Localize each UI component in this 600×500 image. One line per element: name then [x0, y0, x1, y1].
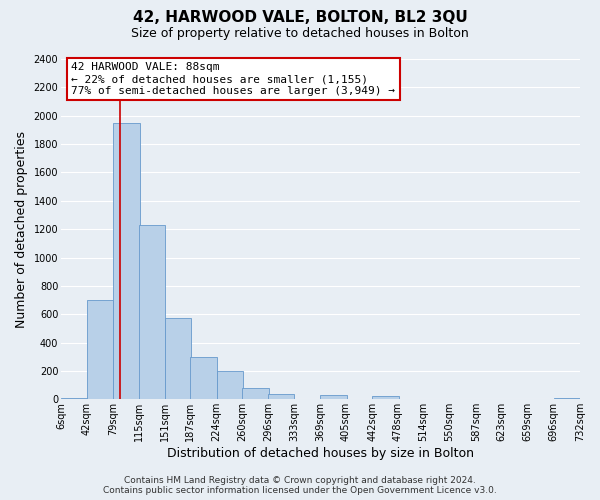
- Text: 42 HARWOOD VALE: 88sqm
← 22% of detached houses are smaller (1,155)
77% of semi-: 42 HARWOOD VALE: 88sqm ← 22% of detached…: [71, 62, 395, 96]
- Y-axis label: Number of detached properties: Number of detached properties: [15, 130, 28, 328]
- Bar: [139, 225, 165, 400]
- Bar: [164, 318, 191, 400]
- Text: 42, HARWOOD VALE, BOLTON, BL2 3QU: 42, HARWOOD VALE, BOLTON, BL2 3QU: [133, 10, 467, 25]
- Bar: [190, 357, 217, 400]
- X-axis label: Distribution of detached houses by size in Bolton: Distribution of detached houses by size …: [167, 447, 474, 460]
- Bar: [242, 388, 269, 400]
- Bar: [372, 396, 399, 400]
- Bar: [217, 371, 243, 400]
- Bar: [87, 300, 113, 400]
- Bar: [554, 398, 580, 400]
- Bar: [61, 398, 88, 400]
- Text: Contains HM Land Registry data © Crown copyright and database right 2024.
Contai: Contains HM Land Registry data © Crown c…: [103, 476, 497, 495]
- Bar: [320, 395, 347, 400]
- Bar: [113, 123, 140, 400]
- Text: Size of property relative to detached houses in Bolton: Size of property relative to detached ho…: [131, 28, 469, 40]
- Bar: [268, 394, 295, 400]
